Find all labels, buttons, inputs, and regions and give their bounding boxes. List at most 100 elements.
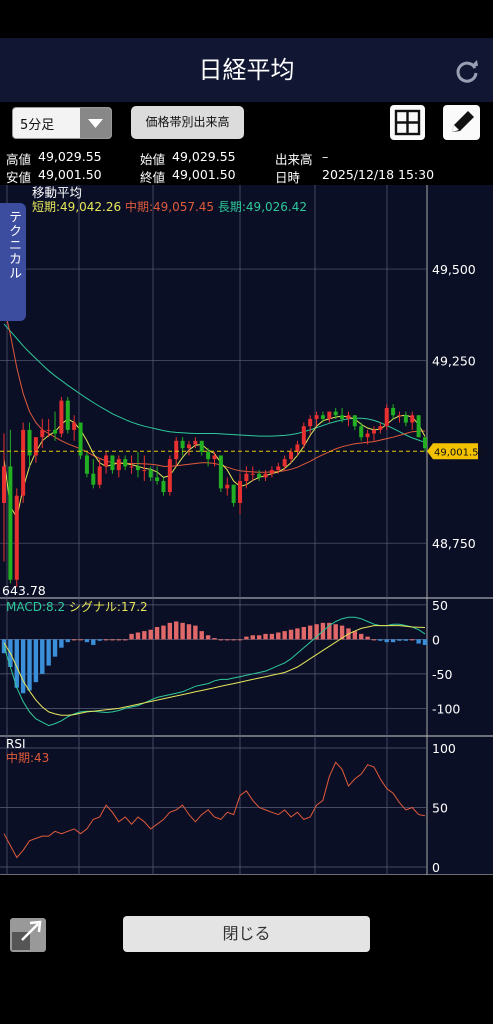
candle-body [27,429,32,456]
macd-histogram-bar [352,631,358,640]
macd-histogram-bar [116,639,122,641]
ma-legend: 短期:49,042.26 中期:49,057.45 長期:49,026.42 [32,199,307,214]
macd-histogram-bar [27,639,32,691]
candle-body [269,470,274,474]
macd-histogram-bar [78,639,83,641]
fullscreen-toggle-icon[interactable] [10,918,46,952]
macd-histogram-bar [14,639,19,688]
macd-tick-label: 50 [432,598,448,613]
macd-histogram-bar [250,635,255,640]
interval-label: 5分足 [20,118,55,133]
macd-tick-label: -50 [432,667,452,682]
ma-legend-item: 中期:49,057.45 [121,199,214,214]
macd-histogram-bar [59,639,64,648]
macd-histogram-bar [295,628,300,640]
macd-histogram-bar [307,625,313,640]
candle-body [384,407,389,427]
volume-label: 出来高 [275,152,313,167]
grid-icon[interactable] [390,105,425,140]
macd-histogram-bar [333,624,338,640]
candle-body [403,415,408,423]
datetime-label: 日時 [275,170,301,185]
candle-body [276,466,281,471]
macd-histogram-bar [339,625,345,640]
open-label: 始値 [140,152,166,167]
candle-body [352,415,357,427]
candle-body [59,400,64,434]
rsi-tick-label: 100 [432,741,456,756]
macd-histogram-bar [65,639,70,643]
chevron-down-icon[interactable] [80,108,111,138]
volume-profile-button[interactable]: 価格帯別出来高 [131,106,244,139]
macd-histogram-bar [263,633,268,640]
macd-histogram-bar [403,639,409,641]
candle-body [53,429,58,434]
macd-histogram-bar [397,639,402,641]
low-value: 49,001.50 [38,167,102,182]
candle-body [180,440,185,449]
candle-body [97,466,102,485]
macd-histogram-bar [205,635,211,640]
macd-histogram-bar [314,624,319,640]
candle-body [231,484,236,503]
macd-histogram-bar [256,635,262,640]
macd-legend-item: シグナル:17.2 [65,600,148,614]
candle-body [167,459,172,493]
macd-histogram-bar [416,639,421,644]
macd-histogram-bar [327,622,332,640]
candle-body [320,415,325,419]
macd-histogram-bar [180,622,185,640]
macd-histogram-bar [174,621,179,640]
ma-legend-item: 短期:49,042.26 [32,200,121,214]
macd-tick-label: -100 [432,701,460,716]
candle-body [21,429,26,496]
candle-body [186,444,191,449]
candle-body [123,459,128,467]
rsi-title: RSI [6,737,26,751]
candle-body [212,455,217,460]
macd-histogram-bar [148,629,153,640]
candle-body [91,473,96,485]
candle-body [397,415,402,417]
macd-histogram-bar [135,632,141,640]
candle-body [155,477,160,482]
candle-body [161,481,166,493]
low-label: 安値 [6,170,32,185]
technical-tab[interactable] [0,203,26,321]
candle-body [346,415,351,419]
page-title: 日経平均 [198,56,295,84]
macd-histogram-bar [288,629,294,640]
candle-body [33,437,38,456]
candle-body [282,459,287,467]
macd-histogram-bar [129,633,134,640]
refresh-icon[interactable] [452,56,482,86]
candle-body [14,495,19,580]
macd-histogram-bar [52,639,58,657]
candle-body [78,422,83,456]
rsi-tick-label: 0 [432,860,440,875]
candle-body [148,470,153,478]
candle-body [135,466,140,471]
rsi-line [3,761,426,859]
candle-body [65,400,70,430]
pen-icon[interactable] [443,105,480,140]
macd-histogram-bar [142,631,147,640]
candle-body [2,466,6,503]
macd-histogram-bar [40,639,45,674]
candle-body [333,411,338,416]
last-price-tag [427,443,478,460]
candle-body [238,481,243,503]
chart-background [0,185,493,875]
close-value: 49,001.50 [172,167,236,182]
candle-body [250,473,255,475]
macd-histogram-bar [371,639,377,641]
close-button[interactable]: 閉じる [123,916,370,952]
macd-histogram-bar [103,639,109,641]
macd-histogram-bar [97,639,102,641]
macd-histogram-bar [33,639,39,683]
candle-body [301,426,306,445]
candle-body [410,415,415,423]
macd-histogram-bar [282,631,287,640]
macd-histogram-bar [244,636,249,640]
